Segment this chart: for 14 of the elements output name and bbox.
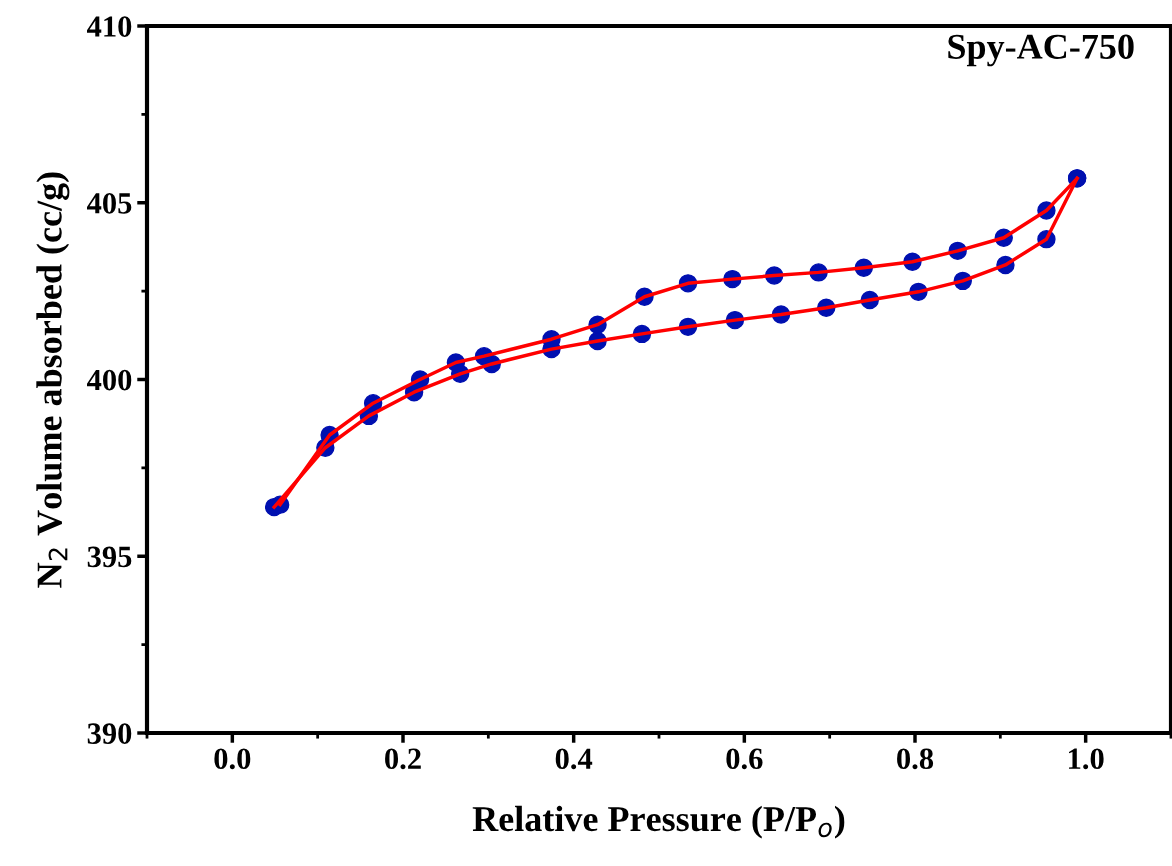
- x-tick-label: 0.8: [897, 748, 934, 770]
- y-axis-title: N$_{2}$ Volume absorbed (cc/g): [36, 172, 70, 588]
- x-tick-label: 1.0: [1069, 748, 1104, 770]
- y-tick-label: 400: [87, 369, 132, 391]
- x-axis-title: Relative Pressure (P/P$_{o}$): [472, 805, 845, 839]
- y-tick-label: 395: [87, 546, 132, 568]
- y-tick-label: 390: [87, 723, 132, 744]
- x-tick-label: 0.4: [555, 748, 593, 770]
- y-tick-label: 410: [87, 16, 132, 37]
- annotation: Spy-AC-750: [948, 34, 1134, 67]
- x-tick-label: 0.2: [385, 748, 421, 770]
- x-tick-label: 0.6: [726, 748, 763, 770]
- x-tick-label: 0.0: [214, 748, 251, 770]
- y-tick-label: 405: [87, 193, 132, 214]
